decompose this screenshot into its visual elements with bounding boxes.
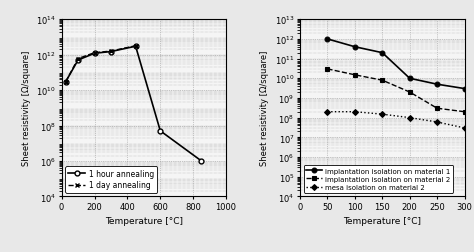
implantation isolation on material 1: [462, 88, 467, 91]
Y-axis label: Sheet resistivity [Ω/square]: Sheet resistivity [Ω/square]: [22, 51, 31, 166]
implantation isolation on material 2: [325, 68, 330, 71]
implantation isolation on material 1: [434, 83, 440, 86]
1 day annealing: [91, 52, 97, 55]
X-axis label: Temperature [°C]: Temperature [°C]: [343, 216, 421, 226]
implantation isolation on material 2: [380, 79, 385, 82]
1 hour annealing: [63, 81, 69, 84]
1 hour annealing: [199, 160, 204, 163]
mesa isolation on material 2: [434, 121, 440, 124]
Y-axis label: Sheet resistivity [Ω/square]: Sheet resistivity [Ω/square]: [260, 51, 269, 166]
Legend: 1 hour annealing, 1 day annealing: 1 hour annealing, 1 day annealing: [65, 167, 157, 193]
1 day annealing: [75, 58, 81, 61]
Line: implantation isolation on material 2: implantation isolation on material 2: [325, 67, 467, 115]
mesa isolation on material 2: [462, 127, 467, 130]
implantation isolation on material 1: [325, 38, 330, 41]
1 day annealing: [108, 50, 114, 53]
1 day annealing: [133, 45, 138, 48]
1 hour annealing: [91, 52, 97, 55]
implantation isolation on material 2: [352, 74, 358, 77]
implantation isolation on material 1: [407, 77, 412, 80]
mesa isolation on material 2: [407, 117, 412, 120]
Line: mesa isolation on material 2: mesa isolation on material 2: [325, 110, 466, 131]
Line: 1 hour annealing: 1 hour annealing: [64, 45, 204, 164]
mesa isolation on material 2: [352, 111, 358, 114]
1 hour annealing: [157, 130, 163, 133]
Legend: implantation isolation on material 1, implantation isolation on material 2, mesa: implantation isolation on material 1, im…: [303, 165, 453, 193]
Line: implantation isolation on material 1: implantation isolation on material 1: [325, 37, 467, 92]
implantation isolation on material 2: [434, 107, 440, 110]
implantation isolation on material 2: [462, 111, 467, 114]
1 hour annealing: [133, 46, 138, 49]
mesa isolation on material 2: [325, 111, 330, 114]
1 hour annealing: [75, 59, 81, 62]
implantation isolation on material 1: [380, 52, 385, 55]
Line: 1 day annealing: 1 day annealing: [64, 44, 138, 85]
X-axis label: Temperature [°C]: Temperature [°C]: [105, 216, 183, 226]
implantation isolation on material 2: [407, 91, 412, 94]
1 hour annealing: [108, 51, 114, 54]
implantation isolation on material 1: [352, 46, 358, 49]
mesa isolation on material 2: [380, 113, 385, 116]
1 day annealing: [63, 81, 69, 84]
